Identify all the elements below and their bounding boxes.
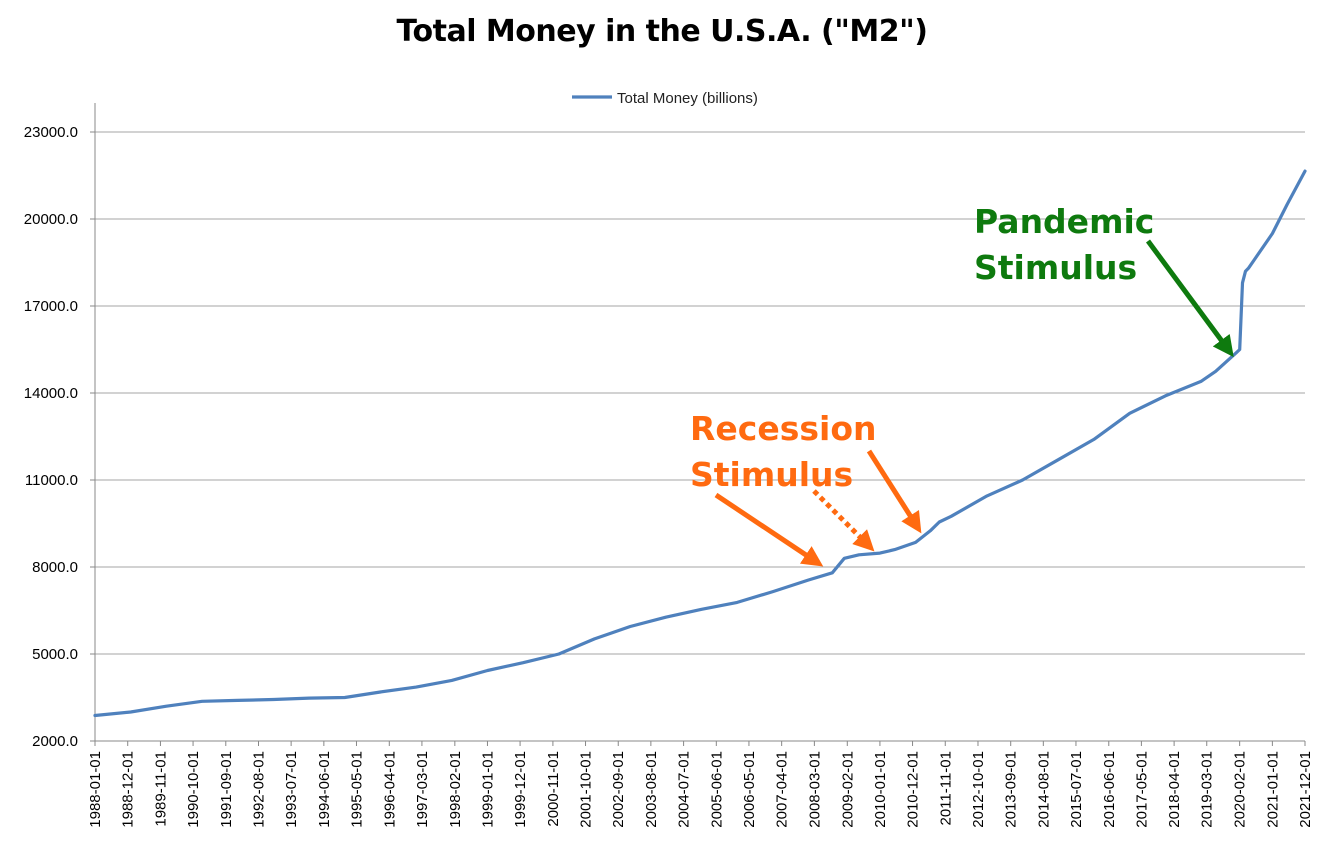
x-tick-label: 2015-07-01 <box>1068 751 1085 828</box>
x-tick-label: 2000-11-01 <box>545 751 562 827</box>
pandemic-arrow <box>1145 239 1234 358</box>
x-tick-label: 1989-11-01 <box>152 751 169 827</box>
annotation-pandemic: Pandemic Stimulus <box>974 202 1154 287</box>
x-tick-label: 1999-01-01 <box>479 751 496 828</box>
x-tick-label: 2017-05-01 <box>1133 751 1150 828</box>
x-tick-label: 2003-08-01 <box>643 751 660 828</box>
recession-arrow-3 <box>866 449 922 534</box>
x-tick-label: 2013-09-01 <box>1003 751 1020 828</box>
annotations: Recession Stimulus Pandemic Stimulus <box>690 202 1234 567</box>
x-tick-label: 2011-11-01 <box>937 751 954 826</box>
x-tick-labels: 1988-01-01 1988-12-01 1989-11-01 1990-10-01… <box>87 751 1314 828</box>
x-tick-label: 1994-06-01 <box>316 751 333 828</box>
x-tick-label: 2001-10-01 <box>578 751 595 828</box>
x-tick-label: 2009-02-01 <box>839 751 856 828</box>
y-tick-label: 2000.0 <box>32 733 78 750</box>
x-tick-label: 1988-01-01 <box>87 751 104 828</box>
x-tick-label: 2019-03-01 <box>1199 751 1216 828</box>
series-layer <box>93 169 1307 718</box>
x-tick-label: 1999-12-01 <box>512 751 529 828</box>
x-tick-label: 2005-06-01 <box>708 751 725 828</box>
gridlines <box>95 131 1305 655</box>
x-tick-label: 1991-09-01 <box>218 751 235 828</box>
y-tick-label: 23000.0 <box>24 124 78 141</box>
x-tick-label: 1997-03-01 <box>414 751 431 828</box>
x-tick-label: 2021-12-01 <box>1297 751 1314 828</box>
x-tick-label: 2004-07-01 <box>676 751 693 828</box>
y-tick-label: 14000.0 <box>24 385 78 402</box>
x-tick-label: 2018-04-01 <box>1166 751 1183 828</box>
x-tick-label: 1998-02-01 <box>447 751 464 828</box>
y-tick-labels: 2000.0 5000.0 8000.0 11000.0 14000.0 17000.0 2… <box>24 124 78 750</box>
x-tick-label: 2020-02-01 <box>1232 751 1249 828</box>
y-tick-label: 8000.0 <box>32 559 78 576</box>
x-tick-label: 2010-12-01 <box>905 751 922 828</box>
legend: Total Money (billions) <box>572 90 758 107</box>
x-tick-label: 1995-05-01 <box>348 751 365 828</box>
x-tick-label: 1988-12-01 <box>120 751 137 828</box>
y-tick-label: 20000.0 <box>24 211 78 228</box>
x-tick-label: 2016-06-01 <box>1101 751 1118 828</box>
y-tick-label: 11000.0 <box>25 472 78 489</box>
x-tick-label: 2010-01-01 <box>872 751 889 828</box>
x-tick-label: 1992-08-01 <box>251 751 268 828</box>
annotation-recession: Recession Stimulus <box>690 409 877 494</box>
x-tick-label: 2007-04-01 <box>774 751 791 828</box>
chart-title: Total Money in the U.S.A. ("M2") <box>396 14 928 49</box>
legend-label: Total Money (billions) <box>617 90 758 107</box>
recession-arrow-1 <box>714 492 824 567</box>
x-tick-label: 2006-05-01 <box>741 751 758 828</box>
y-tick-label: 17000.0 <box>24 298 78 315</box>
series-line-total-money <box>93 169 1307 718</box>
axes <box>90 103 1306 746</box>
x-tick-label: 2014-08-01 <box>1035 751 1052 828</box>
y-tick-label: 5000.0 <box>32 646 78 663</box>
x-tick-label: 2012-10-01 <box>970 751 987 828</box>
x-tick-label: 1990-10-01 <box>185 751 202 828</box>
recession-arrow-2 <box>812 489 875 552</box>
x-tick-label: 2002-09-01 <box>610 751 627 828</box>
x-tick-label: 2008-03-01 <box>806 751 823 828</box>
x-tick-label: 1996-04-01 <box>381 751 398 828</box>
x-tick-label: 2021-01-01 <box>1264 751 1281 828</box>
x-tick-label: 1993-07-01 <box>283 751 300 828</box>
